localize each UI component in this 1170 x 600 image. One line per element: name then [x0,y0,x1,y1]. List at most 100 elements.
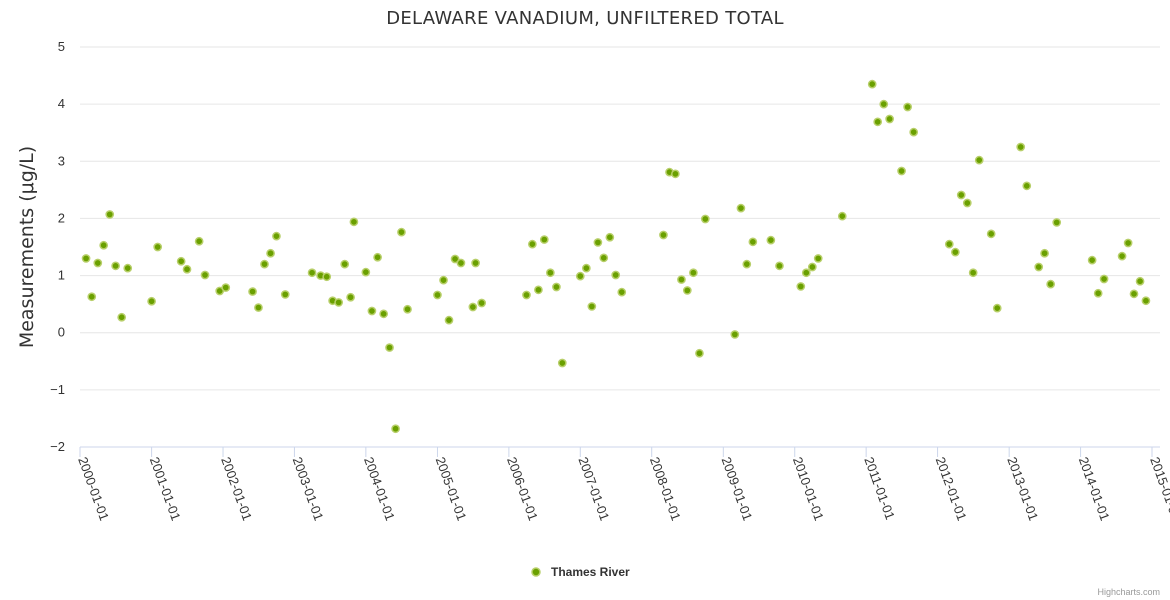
data-point[interactable] [605,232,615,242]
data-point[interactable] [730,330,740,339]
data-point[interactable] [885,114,894,124]
data-point[interactable] [837,211,847,221]
data-point[interactable] [397,227,406,237]
data-point[interactable] [87,292,97,302]
data-point[interactable] [986,229,996,239]
data-point[interactable] [742,259,752,269]
data-point[interactable] [81,254,91,263]
data-point[interactable] [361,267,371,277]
data-point[interactable] [1052,218,1062,227]
data-point[interactable] [182,264,192,274]
data-point[interactable] [403,304,412,314]
data-point[interactable] [700,214,710,224]
data-point[interactable] [992,303,1002,313]
data-point[interactable] [1129,289,1139,299]
data-point[interactable] [444,315,454,325]
data-point[interactable] [879,99,889,109]
data-point[interactable] [1135,276,1145,286]
data-point[interactable] [153,242,163,252]
data-point[interactable] [367,306,377,316]
data-point[interactable] [391,424,400,434]
data-point[interactable] [677,275,686,284]
data-point[interactable] [956,190,966,200]
data-point[interactable] [766,235,776,245]
data-point[interactable] [1117,251,1127,261]
data-point[interactable] [105,210,115,219]
data-point[interactable] [775,261,784,271]
data-point[interactable] [552,282,561,292]
data-point[interactable] [1087,255,1097,265]
data-point[interactable] [221,283,231,292]
data-point[interactable] [254,303,263,312]
data-point[interactable] [909,127,919,137]
data-point[interactable] [1141,296,1151,306]
data-point[interactable] [1099,274,1109,284]
data-point[interactable] [266,248,275,258]
legend-item-label[interactable]: Thames River [551,565,630,579]
data-point[interactable] [539,235,549,244]
data-point[interactable] [671,169,680,179]
data-point[interactable] [1034,262,1044,272]
data-point[interactable] [111,261,120,271]
data-point[interactable] [599,253,609,263]
data-point[interactable] [695,348,704,358]
data-point[interactable] [194,236,204,246]
data-point[interactable] [439,275,448,285]
data-point[interactable] [903,102,912,112]
data-point[interactable] [176,256,186,266]
data-point[interactable] [456,258,466,268]
data-point[interactable] [534,285,543,295]
data-point[interactable] [557,358,567,368]
data-point[interactable] [617,287,627,297]
data-point[interactable] [1040,248,1049,258]
data-point[interactable] [307,268,317,278]
data-point[interactable] [593,238,603,247]
data-point[interactable] [546,268,555,278]
data-point[interactable] [117,312,127,322]
data-point[interactable] [471,258,480,268]
data-point[interactable] [477,298,487,308]
data-point[interactable] [796,282,806,291]
data-point[interactable] [322,272,332,282]
data-point[interactable] [468,302,478,312]
credits-link[interactable]: Highcharts.com [1097,587,1160,597]
data-point[interactable] [200,270,210,280]
data-point[interactable] [582,263,591,273]
data-point[interactable] [528,239,537,249]
data-point[interactable] [897,166,906,176]
data-point[interactable] [1046,279,1056,289]
data-point[interactable] [385,343,394,352]
data-point[interactable] [260,259,269,269]
data-point[interactable] [575,271,585,281]
data-point[interactable] [349,217,359,227]
data-point[interactable] [659,230,668,240]
data-point[interactable] [99,240,109,250]
data-point[interactable] [272,231,281,241]
data-point[interactable] [813,254,823,263]
data-point[interactable] [974,155,984,165]
data-point[interactable] [147,296,156,306]
data-point[interactable] [951,247,960,257]
data-point[interactable] [334,298,344,307]
data-point[interactable] [373,252,382,262]
data-point[interactable] [587,302,597,311]
data-point[interactable] [1022,181,1032,191]
data-point[interactable] [346,292,355,302]
data-point[interactable] [801,268,811,278]
data-point[interactable] [873,117,883,127]
data-point[interactable] [379,309,389,319]
data-point[interactable] [807,262,817,272]
data-point[interactable] [433,290,442,300]
data-point[interactable] [962,198,972,208]
data-point[interactable] [1016,142,1026,152]
legend[interactable]: Thames River [531,565,630,579]
data-point[interactable] [450,254,460,264]
data-point[interactable] [93,258,103,268]
data-point[interactable] [736,203,746,213]
data-point[interactable] [1123,238,1133,248]
data-point[interactable] [968,268,978,278]
data-point[interactable] [280,290,290,299]
data-point[interactable] [123,263,133,273]
data-point[interactable] [682,286,692,295]
data-point[interactable] [867,79,877,89]
